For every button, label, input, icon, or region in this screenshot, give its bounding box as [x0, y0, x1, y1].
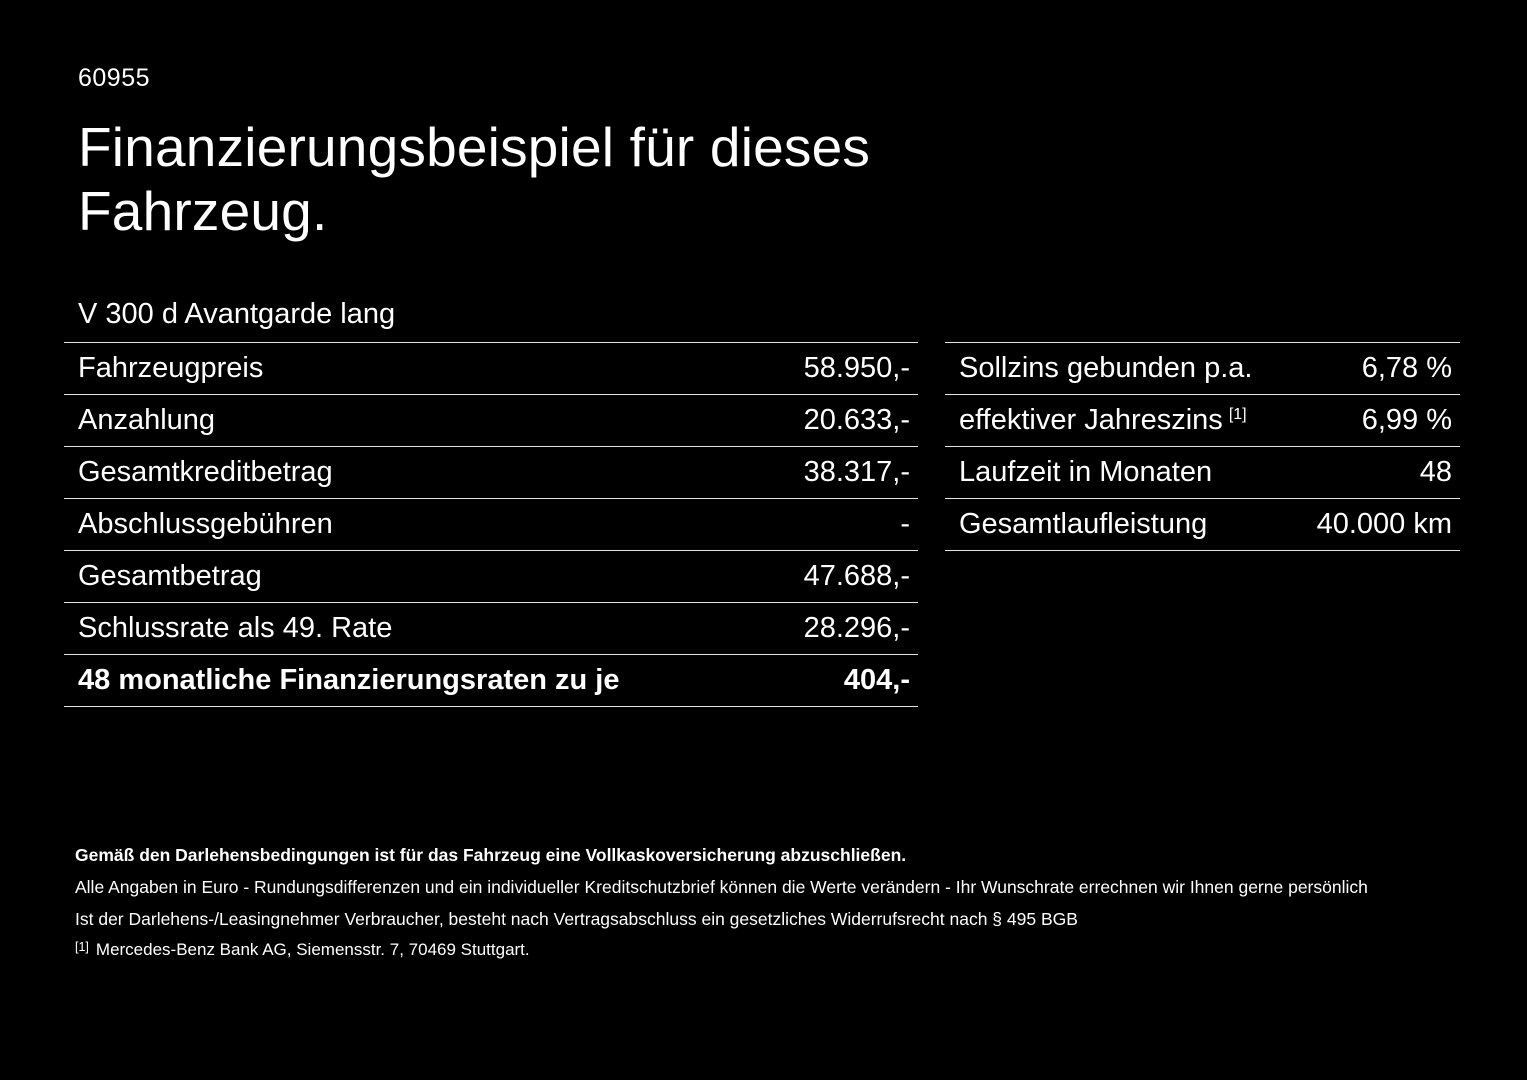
row-label: Abschlussgebühren — [78, 508, 333, 540]
row-label-text: effektiver Jahreszins — [959, 404, 1223, 436]
page-title-line2: Fahrzeug. — [78, 179, 328, 242]
row-label: Sollzins gebunden p.a. — [959, 352, 1253, 384]
table-row-anzahlung: Anzahlung 20.633,- — [64, 394, 918, 446]
table-row-gesamtlaufleistung: Gesamtlaufleistung 40.000 km — [945, 498, 1460, 551]
page-title: Finanzierungsbeispiel für dieses Fahrzeug… — [78, 116, 870, 244]
document-id: 60955 — [78, 64, 151, 92]
footer-notes: Gemäß den Darlehensbedingungen ist für d… — [75, 845, 1455, 972]
table-row-schlussrate: Schlussrate als 49. Rate 28.296,- — [64, 602, 918, 654]
table-row-effektiver-jahreszins: effektiver Jahreszins [1] 6,99 % — [945, 394, 1460, 446]
vehicle-name: V 300 d Avantgarde lang — [78, 298, 396, 330]
row-label: Gesamtbetrag — [78, 560, 262, 592]
table-row-laufzeit: Laufzeit in Monaten 48 — [945, 446, 1460, 498]
row-value: 6,99 % — [1361, 404, 1452, 436]
row-value: 48 — [1419, 456, 1452, 488]
row-value: 58.950,- — [803, 352, 910, 384]
row-label: Schlussrate als 49. Rate — [78, 612, 393, 644]
table-row-fahrzeugpreis: Fahrzeugpreis 58.950,- — [64, 342, 918, 394]
financing-table-left: Fahrzeugpreis 58.950,- Anzahlung 20.633,… — [64, 342, 918, 707]
withdrawal-right-note: Ist der Darlehens-/Leasingnehmer Verbrau… — [75, 908, 1078, 929]
row-value: 20.633,- — [803, 404, 910, 436]
row-label: Fahrzeugpreis — [78, 352, 264, 384]
row-label: Gesamtkreditbetrag — [78, 456, 333, 488]
row-label: Gesamtlaufleistung — [959, 508, 1208, 540]
row-label: 48 monatliche Finanzierungsraten zu je — [78, 664, 620, 696]
footnote-ref: [1] — [1228, 406, 1247, 423]
row-value: - — [900, 508, 910, 540]
financing-table-right: Sollzins gebunden p.a. 6,78 % effektiver… — [945, 342, 1460, 551]
row-value: 40.000 km — [1316, 508, 1452, 540]
row-value: 28.296,- — [803, 612, 910, 644]
table-row-gesamtbetrag: Gesamtbetrag 47.688,- — [64, 550, 918, 602]
insurance-note: Gemäß den Darlehensbedingungen ist für d… — [75, 845, 907, 865]
table-row-abschlussgebuehren: Abschlussgebühren - — [64, 498, 918, 550]
table-row-sollzins: Sollzins gebunden p.a. 6,78 % — [945, 342, 1460, 394]
row-label: Laufzeit in Monaten — [959, 456, 1213, 488]
footnote-text: Mercedes-Benz Bank AG, Siemensstr. 7, 70… — [95, 939, 530, 959]
row-label: Anzahlung — [78, 404, 216, 436]
row-value: 6,78 % — [1361, 352, 1452, 384]
table-row-gesamtkreditbetrag: Gesamtkreditbetrag 38.317,- — [64, 446, 918, 498]
table-row-monatsrate: 48 monatliche Finanzierungsraten zu je 4… — [64, 654, 918, 707]
page-title-line1: Finanzierungsbeispiel für dieses — [78, 116, 871, 178]
row-value: 404,- — [843, 664, 910, 696]
bank-footnote: [1] Mercedes-Benz Bank AG, Siemensstr. 7,… — [75, 939, 1455, 960]
row-value: 38.317,- — [803, 456, 910, 488]
row-value: 47.688,- — [803, 560, 910, 592]
footnote-marker: [1] — [75, 939, 89, 954]
row-label: effektiver Jahreszins [1] — [959, 404, 1247, 437]
euro-rounding-note: Alle Angaben in Euro - Rundungsdifferenz… — [75, 877, 1368, 898]
